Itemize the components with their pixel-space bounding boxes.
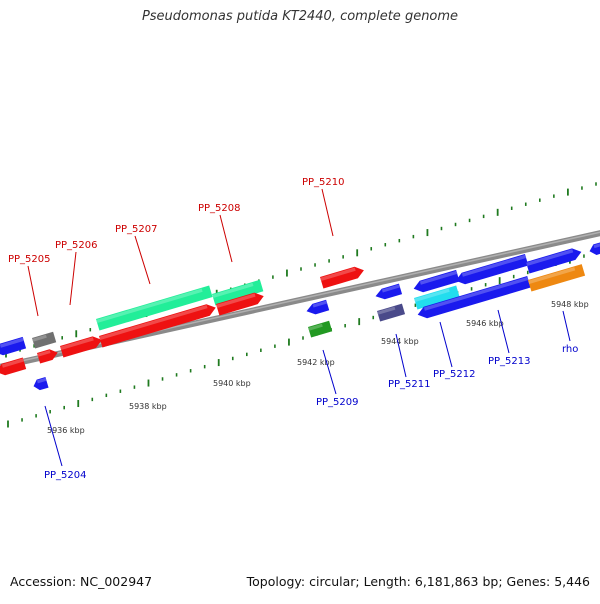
gene-pp5207b-highlight: [96, 288, 203, 323]
gene-rho-highlight: [528, 267, 576, 284]
leader-line: [321, 188, 334, 237]
gene-pp5203b[interactable]: [0, 357, 27, 377]
gene-label[interactable]: PP_5206: [55, 240, 98, 251]
gene-rho[interactable]: [528, 264, 586, 292]
gene-pp5210-body[interactable]: [320, 265, 366, 289]
gene-pp5203-highlight: [0, 337, 24, 348]
leader-line: [497, 309, 510, 354]
gene-label[interactable]: PP_5210: [302, 177, 345, 188]
scale-ticks: [5, 182, 599, 428]
gene-label[interactable]: PP_5209: [316, 397, 359, 408]
gene-pp5213b[interactable]: [526, 246, 583, 274]
gene-pp5205b-highlight: [37, 350, 51, 357]
leader-line: [322, 349, 337, 395]
gene-pp5206-body[interactable]: [60, 334, 104, 358]
scale-label-5940: 5940 kbp: [213, 379, 251, 388]
leader-line: [219, 214, 233, 263]
gene-pp5208-body[interactable]: [216, 290, 265, 316]
scale-label-5946: 5946 kbp: [466, 319, 504, 328]
accession-text: Accession: NC_002947: [10, 574, 153, 589]
scale-label-5948: 5948 kbp: [551, 300, 589, 309]
gene-pp5209-highlight: [312, 300, 328, 308]
scale-label-5938: 5938 kbp: [129, 402, 167, 411]
gene-pp5207-body[interactable]: [99, 302, 217, 348]
leader-line: [69, 251, 77, 306]
gene-label[interactable]: rho: [562, 344, 578, 355]
gene-pp5212b-highlight: [414, 288, 450, 302]
gene-pp5211-highlight: [381, 284, 401, 293]
gene-pp5211b[interactable]: [377, 303, 406, 322]
gene-pp5203[interactable]: [0, 336, 27, 358]
gene-label[interactable]: PP_5213: [488, 356, 531, 367]
gene-pp5213[interactable]: [454, 253, 529, 287]
genome-summary-text: Topology: circular; Length: 6,181,863 bp…: [246, 574, 590, 589]
gene-pp5211b-highlight: [377, 306, 396, 315]
gene-pp5209[interactable]: [305, 299, 330, 317]
gene-pp5212b[interactable]: [414, 285, 460, 310]
gene-pp5205-body[interactable]: [32, 331, 57, 349]
gene-pp5205[interactable]: [32, 331, 57, 349]
gene-pp5210[interactable]: [320, 265, 366, 289]
gene-pp5208b[interactable]: [212, 279, 264, 306]
gene-pp5212-highlight: [419, 270, 458, 285]
gene-label[interactable]: PP_5205: [8, 254, 51, 265]
gene-label[interactable]: PP_5207: [115, 224, 158, 235]
gene-label[interactable]: PP_5208: [198, 203, 241, 214]
gene-pp5207b[interactable]: [96, 285, 213, 331]
gene-pp5212[interactable]: [412, 269, 460, 295]
gene-pp5207[interactable]: [99, 302, 217, 348]
gene-pp5204[interactable]: [32, 377, 49, 392]
gene-features[interactable]: [0, 241, 600, 391]
gene-pp5206-highlight: [60, 337, 94, 350]
gene-pp5212c[interactable]: [416, 276, 531, 320]
gene-pp5209b[interactable]: [308, 320, 333, 338]
gene-pp5208-highlight: [216, 293, 256, 308]
gene-next-highlight: [593, 242, 600, 249]
gene-pp5205b[interactable]: [37, 347, 59, 364]
gene-label[interactable]: PP_5211: [388, 379, 431, 390]
gene-pp5211b-body[interactable]: [377, 303, 406, 322]
leader-line: [439, 321, 453, 368]
gene-label[interactable]: PP_5212: [433, 369, 476, 380]
gene-pp5213-highlight: [461, 254, 527, 277]
gene-pp5203b-highlight: [1, 358, 24, 368]
gene-pp5208b-highlight: [212, 282, 254, 298]
gene-pp5208[interactable]: [216, 290, 265, 316]
gene-pp5212c-highlight: [423, 276, 529, 311]
gene-pp5209b-highlight: [308, 323, 323, 331]
scale-label-5942: 5942 kbp: [297, 358, 335, 367]
gene-labels[interactable]: PP_5204 PP_5205 PP_5206 PP_5207 PP_5208 PP_52…: [8, 177, 578, 481]
scale-label-5936: 5936 kbp: [47, 426, 85, 435]
scale-label-5944: 5944 kbp: [381, 337, 419, 346]
gene-pp5213b-highlight: [526, 249, 574, 266]
gene-pp5206[interactable]: [60, 334, 104, 358]
leader-line: [134, 235, 151, 285]
gene-pp5211[interactable]: [374, 283, 403, 302]
leader-line: [395, 333, 407, 378]
gene-pp5204-highlight: [36, 377, 47, 384]
leader-line: [27, 265, 39, 317]
gene-pp5210-highlight: [320, 267, 356, 281]
gene-pp5213b-body[interactable]: [526, 246, 583, 274]
gene-next[interactable]: [588, 241, 600, 256]
gene-pp5205-highlight: [32, 334, 47, 342]
gene-label[interactable]: PP_5204: [44, 470, 87, 481]
leader-line: [44, 405, 63, 467]
gene-next-body[interactable]: [588, 241, 600, 256]
leader-line: [562, 310, 571, 342]
scale-labels: 5936 kbp 5938 kbp 5940 kbp 5942 kbp 5944 kbp…: [47, 300, 589, 435]
map-title: Pseudomonas putida KT2440, complete geno…: [141, 9, 459, 24]
gene-pp5209b-body[interactable]: [308, 320, 333, 338]
gene-pp5207-highlight: [99, 304, 208, 340]
